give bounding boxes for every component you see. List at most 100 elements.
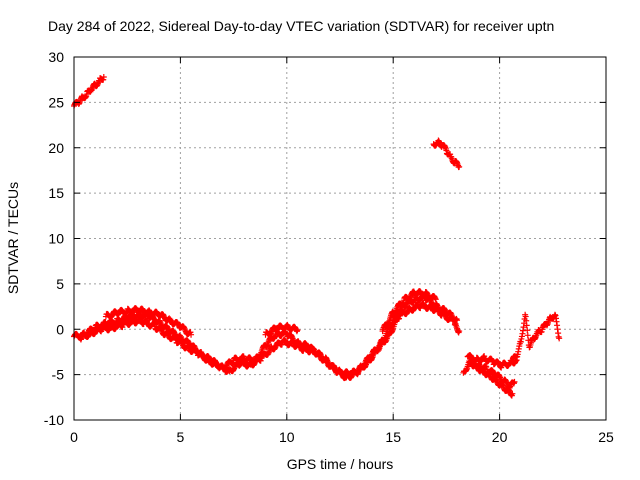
data-point — [543, 320, 550, 327]
data-point — [343, 374, 350, 381]
data-point — [364, 358, 371, 365]
y-tick-label: -10 — [44, 412, 64, 428]
data-point — [439, 310, 446, 317]
x-tick-label: 20 — [492, 429, 508, 445]
data-point — [449, 318, 456, 325]
data-point — [451, 159, 458, 166]
data-point — [507, 383, 514, 390]
data-point — [451, 321, 458, 328]
data-point — [411, 289, 418, 296]
x-tick-label: 0 — [70, 429, 78, 445]
data-point — [509, 357, 516, 364]
chart-title: Day 284 of 2022, Sidereal Day-to-day VTE… — [48, 18, 555, 34]
data-point — [396, 312, 403, 319]
y-tick-label: -5 — [52, 367, 65, 383]
data-point — [522, 311, 529, 318]
y-tick-label: 10 — [48, 231, 64, 247]
data-point — [166, 317, 173, 324]
x-tick-label: 15 — [385, 429, 401, 445]
data-point — [279, 338, 286, 345]
data-point — [551, 311, 558, 318]
data-point — [483, 366, 490, 373]
data-point — [79, 94, 86, 101]
data-point — [156, 311, 163, 318]
data-point — [454, 317, 461, 324]
data-point — [283, 330, 290, 337]
y-tick-label: 0 — [56, 321, 64, 337]
data-point — [98, 326, 105, 333]
data-point — [247, 361, 254, 368]
data-point — [509, 390, 516, 397]
data-point — [556, 335, 563, 342]
data-point — [460, 369, 467, 376]
data-point — [464, 353, 471, 360]
data-point — [258, 355, 265, 362]
data-point — [517, 338, 524, 345]
data-point — [322, 356, 329, 363]
data-point — [215, 363, 222, 370]
data-point — [473, 357, 480, 364]
data-point — [422, 290, 429, 297]
grid-lines — [74, 57, 606, 420]
y-tick-label: 25 — [48, 94, 64, 110]
data-point — [290, 340, 297, 347]
data-point — [92, 82, 99, 89]
y-tick-label: 30 — [48, 49, 64, 65]
data-point — [151, 323, 158, 330]
y-tick-label: 5 — [56, 276, 64, 292]
x-axis-label: GPS time / hours — [286, 456, 394, 472]
data-point — [407, 306, 414, 313]
data-point — [492, 371, 499, 378]
data-point — [432, 296, 439, 303]
data-point — [375, 346, 382, 353]
data-point — [428, 304, 435, 311]
data-point — [385, 331, 392, 338]
data-point — [379, 328, 386, 335]
data-point — [273, 325, 280, 332]
data-point — [539, 326, 546, 333]
data-point — [77, 335, 84, 342]
data-point — [390, 309, 397, 316]
x-tick-label: 10 — [279, 429, 295, 445]
data-point — [547, 315, 554, 322]
data-point — [96, 77, 103, 84]
data-point — [456, 163, 463, 170]
data-point — [439, 142, 446, 149]
data-point — [156, 318, 163, 325]
data-point — [481, 355, 488, 362]
trace-sample — [524, 332, 531, 339]
data-point — [283, 323, 290, 330]
data-point — [183, 344, 190, 351]
data-point — [88, 329, 95, 336]
data-point — [162, 330, 169, 337]
data-point — [490, 358, 497, 365]
data-point — [498, 362, 505, 369]
data-point — [102, 313, 109, 320]
x-tick-label: 5 — [177, 429, 185, 445]
data-point — [230, 357, 237, 364]
data-point — [173, 337, 180, 344]
data-point — [188, 331, 195, 338]
data-point — [141, 318, 148, 325]
data-point — [83, 91, 90, 98]
data-point — [332, 367, 339, 374]
data-point — [262, 331, 269, 338]
data-point — [268, 345, 275, 352]
data-point — [511, 378, 518, 385]
data-point — [226, 367, 233, 374]
data-point — [262, 342, 269, 349]
data-point — [113, 309, 120, 316]
data-point — [417, 302, 424, 309]
data-point — [300, 346, 307, 353]
y-tick-label: 15 — [48, 185, 64, 201]
data-point — [434, 139, 441, 146]
trace-sample — [524, 327, 531, 334]
data-point — [145, 309, 152, 316]
data-point — [526, 344, 533, 351]
data-point — [430, 141, 437, 148]
data-point — [400, 297, 407, 304]
data-point — [475, 361, 482, 368]
data-point — [311, 348, 318, 355]
data-point — [100, 73, 107, 80]
